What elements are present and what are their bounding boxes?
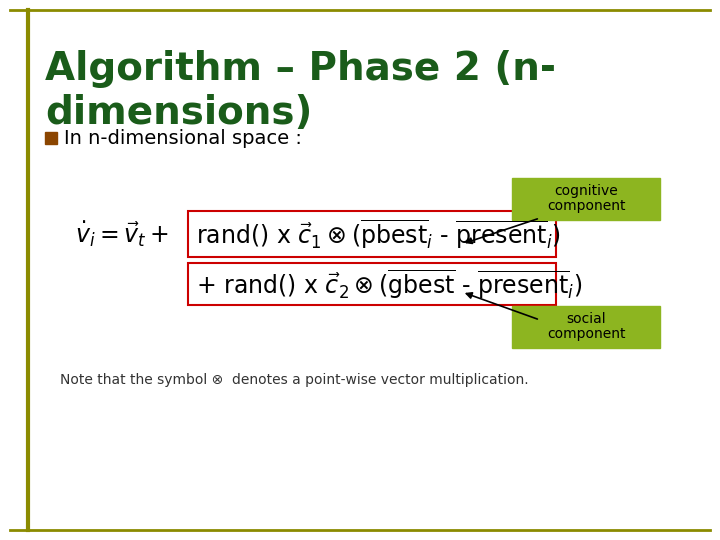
Text: $\dot{v}_i = \vec{v}_t +$: $\dot{v}_i = \vec{v}_t +$ (75, 219, 168, 249)
Text: rand() x $\vec{c}_1\otimes$($\overline{\mathrm{pbest}}_i$ - $\overline{\mathrm{p: rand() x $\vec{c}_1\otimes$($\overline{\… (196, 218, 560, 251)
Bar (188, 263, 556, 305)
Text: component: component (546, 199, 625, 213)
Text: cognitive: cognitive (554, 184, 618, 198)
Text: + rand() x $\vec{c}_2\otimes$($\overline{\mathrm{gbest}}$ - $\overline{\mathrm{p: + rand() x $\vec{c}_2\otimes$($\overline… (196, 267, 582, 301)
Text: social: social (566, 312, 606, 326)
Text: In n-dimensional space :: In n-dimensional space : (64, 129, 302, 147)
Text: Algorithm – Phase 2 (n-
dimensions): Algorithm – Phase 2 (n- dimensions) (45, 50, 556, 132)
Bar (45, 132, 57, 144)
Bar (512, 306, 660, 348)
Bar (512, 178, 660, 220)
Text: Note that the symbol ⊗  denotes a point-wise vector multiplication.: Note that the symbol ⊗ denotes a point-w… (60, 373, 528, 387)
Text: component: component (546, 327, 625, 341)
Bar (188, 211, 556, 257)
